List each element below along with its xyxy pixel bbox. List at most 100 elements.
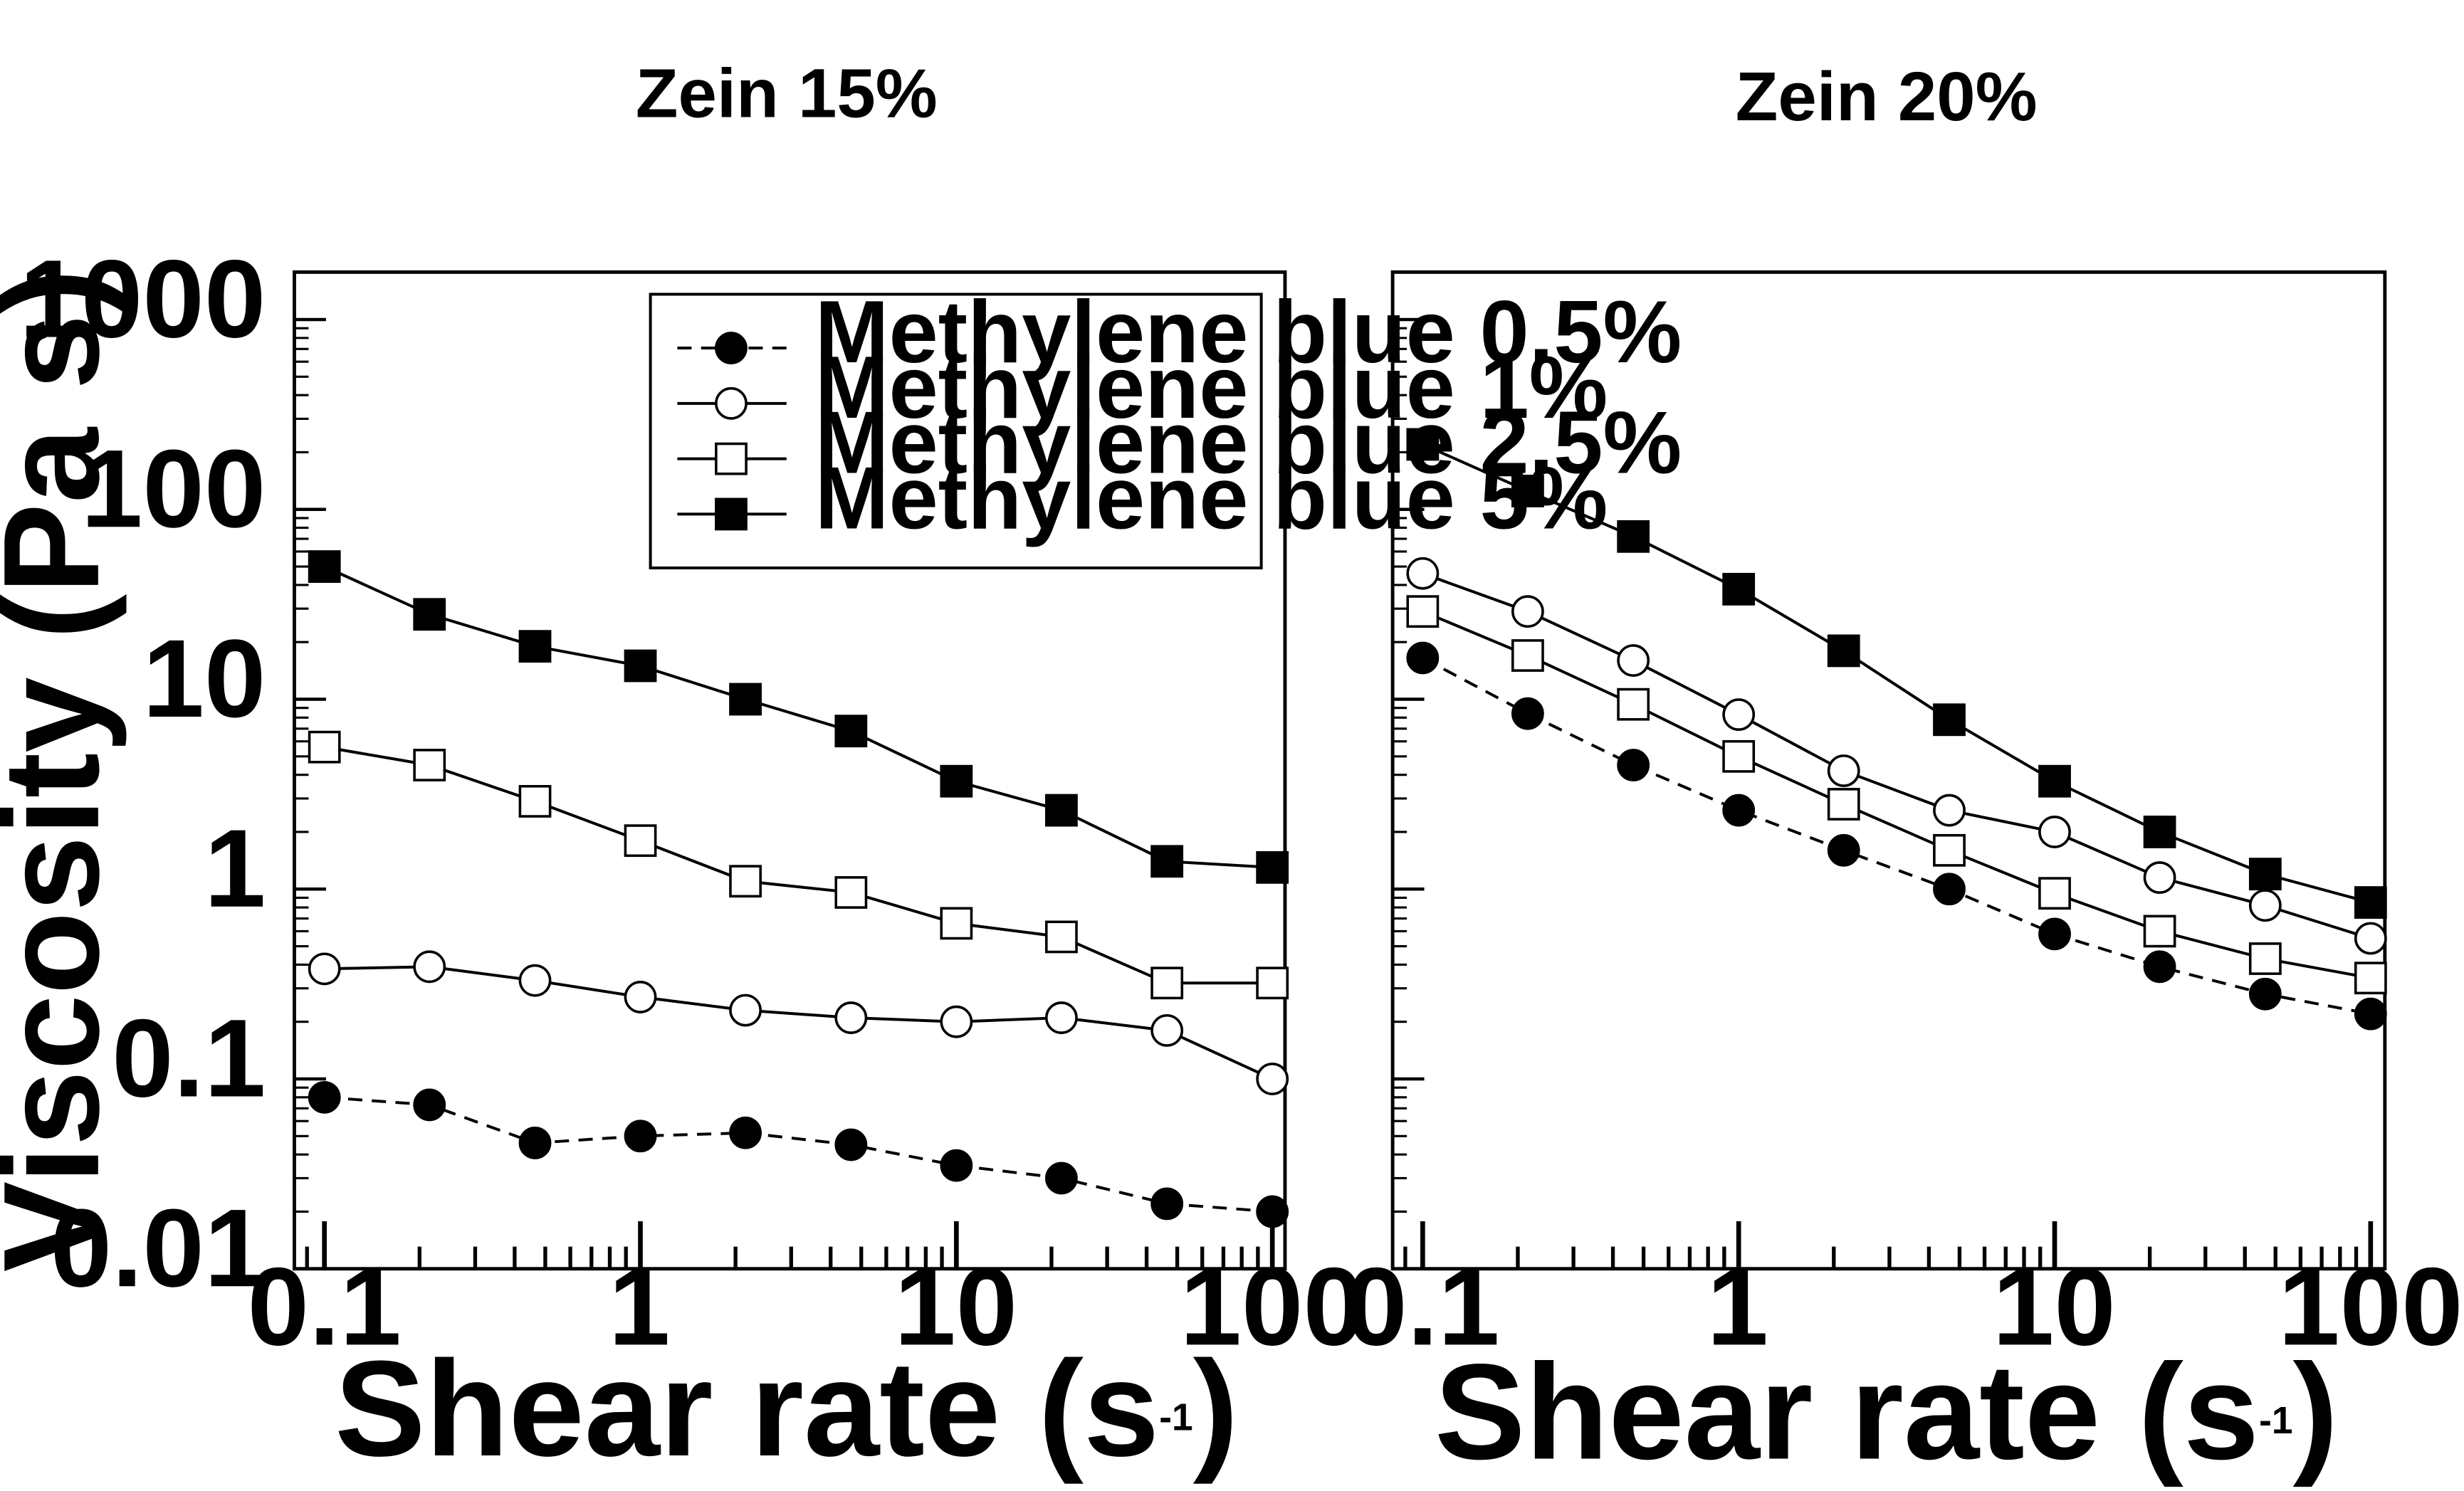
methylene-blue-0-5-point: [2038, 917, 2071, 951]
methylene-blue-0-5-point: [624, 1119, 657, 1153]
methylene-blue-1-point: [1722, 698, 1756, 731]
methylene-blue-1-point: [413, 950, 446, 984]
methylene-blue-0-5-point: [2248, 977, 2282, 1011]
methylene-blue-1-point: [308, 952, 341, 986]
methylene-blue-0-5-point: [518, 1127, 552, 1159]
x-tick-label: 1: [609, 1244, 671, 1368]
methylene-blue-1-point: [729, 994, 762, 1027]
methylene-blue-1-point: [834, 1001, 868, 1034]
methylene-blue-0-5-point: [1150, 1187, 1184, 1221]
methylene-blue-2-5-point: [1722, 739, 1756, 773]
methylene-blue-2-5-point: [834, 876, 868, 909]
x-axis-label: Shear rate (s-1): [335, 1332, 1238, 1485]
methylene-blue-1-point: [2354, 922, 2387, 955]
methylene-blue-5-point: [1511, 475, 1544, 507]
legend-label: Methylene blue 0.5%: [815, 283, 1682, 381]
methylene-blue-1-point: [518, 964, 552, 997]
y-tick-label: 0.01: [51, 1186, 266, 1310]
methylene-blue-2-5-point: [1933, 833, 1966, 867]
methylene-blue-2-5-point: [2248, 942, 2282, 975]
y-tick-label: 1000: [19, 236, 266, 360]
methylene-blue-5-line: [323, 565, 1273, 869]
methylene-blue-5-point: [729, 683, 762, 716]
methylene-blue-0-5-line: [1422, 656, 2371, 1016]
methylene-blue-5-line: [1422, 443, 2371, 905]
methylene-blue-0-5-point: [940, 1149, 973, 1182]
methylene-blue-2-5-point: [1827, 788, 1860, 821]
x-tick-label: 10: [894, 1244, 1017, 1368]
methylene-blue-1-point: [1150, 1014, 1184, 1047]
methylene-blue-5-point: [308, 550, 341, 583]
methylene-blue-1-line: [1422, 571, 2371, 940]
methylene-blue-0-5-point: [1045, 1161, 1078, 1195]
methylene-blue-5-point: [413, 598, 446, 631]
methylene-blue-1-line: [324, 965, 1274, 1080]
methylene-blue-2-5-line: [1422, 610, 2371, 980]
methylene-blue-2-5-point: [2354, 961, 2387, 995]
legend-marker: [715, 332, 748, 364]
methylene-blue-0-5-point: [413, 1088, 446, 1122]
methylene-blue-5-point: [1150, 845, 1184, 878]
methylene-blue-5-point: [2143, 816, 2176, 848]
methylene-blue-5-point: [2248, 858, 2282, 891]
legend-marker: [715, 442, 748, 475]
methylene-blue-1-point: [1256, 1063, 1289, 1095]
methylene-blue-0-5-point: [2354, 997, 2387, 1031]
chart-title: Zein 15%: [636, 53, 938, 132]
methylene-blue-1-point: [940, 1005, 973, 1038]
methylene-blue-0-5-point: [2143, 950, 2176, 984]
methylene-blue-2-5-point: [1617, 687, 1650, 721]
x-tick-label: 10: [1993, 1244, 2116, 1368]
x-tick-label: 100: [1180, 1244, 1365, 1368]
methylene-blue-2-5-point: [2143, 915, 2176, 948]
y-tick-label: 1: [204, 806, 266, 930]
methylene-blue-0-5-point: [1827, 833, 1860, 867]
methylene-blue-2-5-point: [1045, 920, 1078, 954]
methylene-blue-5-point: [1406, 428, 1440, 461]
zein-15-panel: Zein 15% 0.1 1 10 100 0.01 0.1 1 10 100 1000 Shear …: [0, 53, 1682, 1485]
methylene-blue-5-point: [1256, 850, 1289, 884]
methylene-blue-1-point: [1827, 754, 1860, 787]
methylene-blue-2-5-point: [1511, 639, 1544, 672]
methylene-blue-0-5-point: [308, 1080, 341, 1114]
y-tick-label: 0.1: [112, 996, 266, 1119]
methylene-blue-2-5-point: [940, 907, 973, 940]
methylene-blue-2-5-point: [624, 824, 657, 858]
methylene-blue-5-point: [1045, 794, 1078, 827]
methylene-blue-0-5-point: [834, 1128, 868, 1161]
methylene-blue-0-5-point: [1256, 1195, 1289, 1228]
methylene-blue-0-5-line: [324, 1095, 1273, 1213]
methylene-blue-1-point: [2143, 861, 2176, 894]
methylene-blue-1-point: [1617, 644, 1650, 677]
methylene-blue-0-5-point: [1722, 794, 1756, 827]
methylene-blue-0-5-point: [1511, 697, 1544, 730]
methylene-blue-5-point: [834, 715, 868, 748]
methylene-blue-2-5-point: [729, 865, 762, 898]
y-axis-label: Viscosity (Pa s): [0, 269, 127, 1273]
methylene-blue-5-point: [2354, 886, 2387, 919]
methylene-blue-2-5-point: [2038, 877, 2071, 910]
methylene-blue-0-5-point: [1933, 873, 1966, 906]
methylene-blue-0-5-point: [729, 1116, 762, 1149]
methylene-blue-1-point: [1045, 1001, 1078, 1034]
methylene-blue-5-point: [1722, 572, 1756, 606]
legend-marker: [715, 386, 748, 420]
y-tick-label: 100: [81, 426, 266, 550]
legend-marker: [715, 497, 748, 531]
methylene-blue-2-5-point: [1256, 966, 1289, 1000]
y-tick-label: 10: [142, 616, 266, 740]
legend-label: Methylene blue 1%: [815, 338, 1608, 437]
legend-box: [649, 293, 1263, 570]
chart-title: Zein 20%: [1736, 57, 2038, 135]
methylene-blue-5-point: [1827, 634, 1860, 668]
methylene-blue-1-point: [2038, 816, 2071, 848]
methylene-blue-5-point: [518, 630, 552, 663]
methylene-blue-2-5-line: [324, 745, 1273, 985]
methylene-blue-1-point: [1511, 595, 1544, 628]
methylene-blue-2-5-point: [1150, 966, 1184, 1000]
methylene-blue-5-point: [1617, 520, 1650, 553]
methylene-blue-2-5-point: [518, 785, 552, 818]
x-tick-label: 0.1: [1346, 1244, 1499, 1368]
methylene-blue-5-point: [940, 764, 973, 798]
